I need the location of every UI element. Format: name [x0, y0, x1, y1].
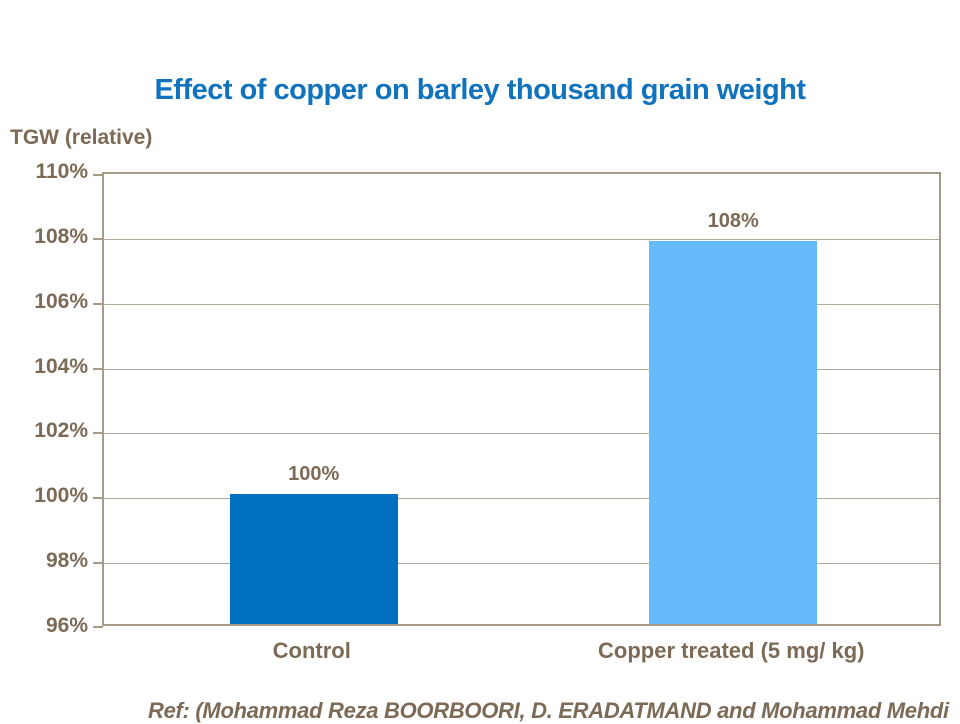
axis-tick-mark — [93, 302, 103, 305]
gridline — [104, 563, 939, 565]
y-tick-label: 108% — [34, 224, 88, 248]
y-tick-label: 100% — [34, 484, 88, 508]
y-tick-label: 98% — [45, 549, 88, 573]
axis-tick-mark — [93, 432, 103, 435]
footer-reference: Ref: (Mohammad Reza BOORBOORI, D. ERADAT… — [148, 698, 949, 723]
gridline — [104, 238, 939, 240]
axis-tick-mark — [93, 562, 103, 565]
x-category-label-control: Control — [272, 638, 351, 663]
plot-area: 100% 108% — [93, 172, 941, 628]
gridline — [104, 498, 939, 500]
y-tick-label: 102% — [34, 419, 88, 443]
y-tick-label: 110% — [35, 160, 88, 183]
bar-value-label-control: 100% — [288, 463, 340, 486]
axis-tick-mark — [93, 174, 103, 176]
axis-tick-mark — [93, 497, 103, 500]
axis-tick-mark — [93, 367, 103, 370]
axis-tick-mark — [93, 237, 103, 240]
chart-title: Effect of copper on barley thousand grai… — [154, 74, 806, 106]
axis-tick-mark — [93, 626, 103, 628]
gridline — [104, 433, 939, 435]
gridline — [104, 368, 939, 370]
y-axis-title: TGW (relative) — [10, 126, 153, 149]
x-category-label-copper-treated-5-mg-kg: Copper treated (5 mg/ kg) — [598, 638, 865, 663]
y-tick-label: 106% — [34, 289, 88, 313]
bar-control — [229, 494, 398, 624]
y-tick-label: 96% — [45, 614, 88, 637]
bar-value-label-copper-treated-5-mg-kg: 108% — [707, 210, 759, 233]
bar-copper-treated-5-mg-kg — [649, 241, 818, 624]
y-tick-label: 104% — [34, 354, 88, 378]
gridline — [104, 303, 939, 305]
